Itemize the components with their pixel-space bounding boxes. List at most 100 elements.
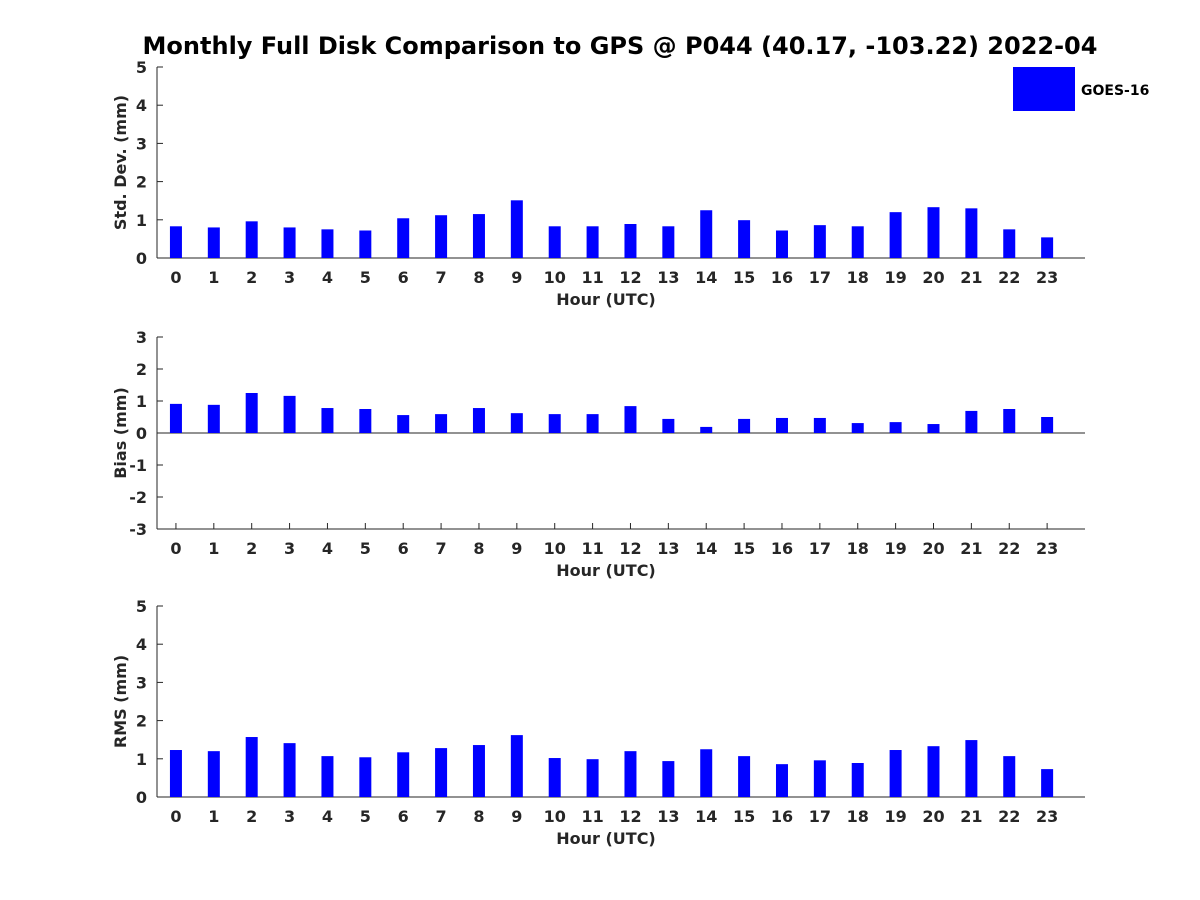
y-tick-label: 4 (136, 96, 147, 115)
x-tick-label: 8 (473, 807, 484, 826)
bar (510, 200, 523, 258)
x-tick-label: 1 (208, 268, 219, 287)
x-tick-label: 1 (208, 807, 219, 826)
bar (169, 226, 182, 258)
bar (700, 210, 713, 258)
y-tick-label: 5 (136, 597, 147, 616)
y-tick-label: 3 (136, 673, 147, 692)
x-tick-label: 15 (733, 268, 755, 287)
bar (851, 226, 864, 258)
bar (813, 760, 826, 797)
chart-title: Monthly Full Disk Comparison to GPS @ P0… (143, 32, 1098, 60)
y-axis-label: RMS (mm) (111, 655, 130, 748)
bar (700, 749, 713, 797)
y-axis-label: Std. Dev. (mm) (111, 95, 130, 230)
x-tick-label: 23 (1036, 539, 1058, 558)
bar (775, 230, 788, 258)
x-tick-label: 4 (322, 539, 333, 558)
x-tick-label: 4 (322, 268, 333, 287)
y-tick-label: 2 (136, 173, 147, 192)
x-tick-label: 1 (208, 539, 219, 558)
y-tick-label: 3 (136, 134, 147, 153)
x-tick-label: 12 (619, 807, 641, 826)
legend: GOES-16 (1013, 67, 1149, 111)
bar (738, 756, 751, 797)
bar (927, 424, 940, 433)
bar (1041, 769, 1054, 797)
x-tick-label: 20 (922, 539, 944, 558)
bar (586, 414, 599, 433)
x-tick-label: 7 (436, 807, 447, 826)
x-tick-label: 14 (695, 807, 717, 826)
legend-swatch (1013, 67, 1075, 111)
bar (169, 403, 182, 433)
bar (965, 740, 978, 797)
bar (738, 220, 751, 258)
bar (359, 757, 372, 797)
x-tick-label: 0 (170, 539, 181, 558)
x-tick-label: 11 (581, 539, 603, 558)
bar (435, 414, 448, 433)
bar (283, 395, 296, 433)
bar (624, 406, 637, 433)
bar (738, 418, 751, 433)
x-tick-label: 21 (960, 539, 982, 558)
bar (775, 417, 788, 433)
x-tick-label: 0 (170, 268, 181, 287)
x-tick-label: 17 (809, 807, 831, 826)
x-tick-label: 3 (284, 807, 295, 826)
bar (321, 756, 334, 797)
bar (397, 752, 410, 797)
bar (965, 208, 978, 258)
x-tick-label: 6 (398, 268, 409, 287)
x-tick-label: 22 (998, 539, 1020, 558)
x-tick-label: 22 (998, 807, 1020, 826)
bar (359, 230, 372, 258)
bar (245, 737, 258, 797)
bar (1003, 409, 1016, 433)
legend-label: GOES-16 (1081, 83, 1149, 99)
x-tick-label: 20 (922, 268, 944, 287)
y-tick-label: 4 (136, 635, 147, 654)
x-tick-label: 23 (1036, 807, 1058, 826)
bar (510, 413, 523, 433)
x-tick-label: 15 (733, 539, 755, 558)
x-tick-label: 5 (360, 539, 371, 558)
bar (397, 218, 410, 258)
x-tick-label: 21 (960, 807, 982, 826)
x-tick-label: 9 (511, 807, 522, 826)
bar (245, 393, 258, 433)
x-tick-label: 23 (1036, 268, 1058, 287)
bar (851, 763, 864, 797)
x-tick-label: 8 (473, 539, 484, 558)
bar (775, 764, 788, 797)
bar (1003, 756, 1016, 797)
x-tick-label: 16 (771, 807, 793, 826)
x-tick-label: 17 (809, 539, 831, 558)
x-tick-label: 3 (284, 539, 295, 558)
bar (1041, 417, 1054, 433)
y-tick-label: 1 (136, 211, 147, 230)
x-tick-label: 2 (246, 268, 257, 287)
bar (510, 735, 523, 797)
x-tick-label: 13 (657, 268, 679, 287)
bar (927, 746, 940, 797)
x-tick-label: 7 (436, 539, 447, 558)
bar (207, 751, 220, 797)
bar (207, 404, 220, 433)
bar (700, 426, 713, 433)
bar (435, 215, 448, 258)
y-tick-label: 2 (136, 712, 147, 731)
bar (169, 750, 182, 797)
bar (435, 748, 448, 797)
x-tick-label: 0 (170, 807, 181, 826)
x-tick-label: 9 (511, 539, 522, 558)
bar (889, 212, 902, 258)
y-tick-label: -1 (129, 456, 147, 475)
bar (662, 226, 675, 258)
x-tick-label: 21 (960, 268, 982, 287)
x-tick-label: 19 (884, 807, 906, 826)
